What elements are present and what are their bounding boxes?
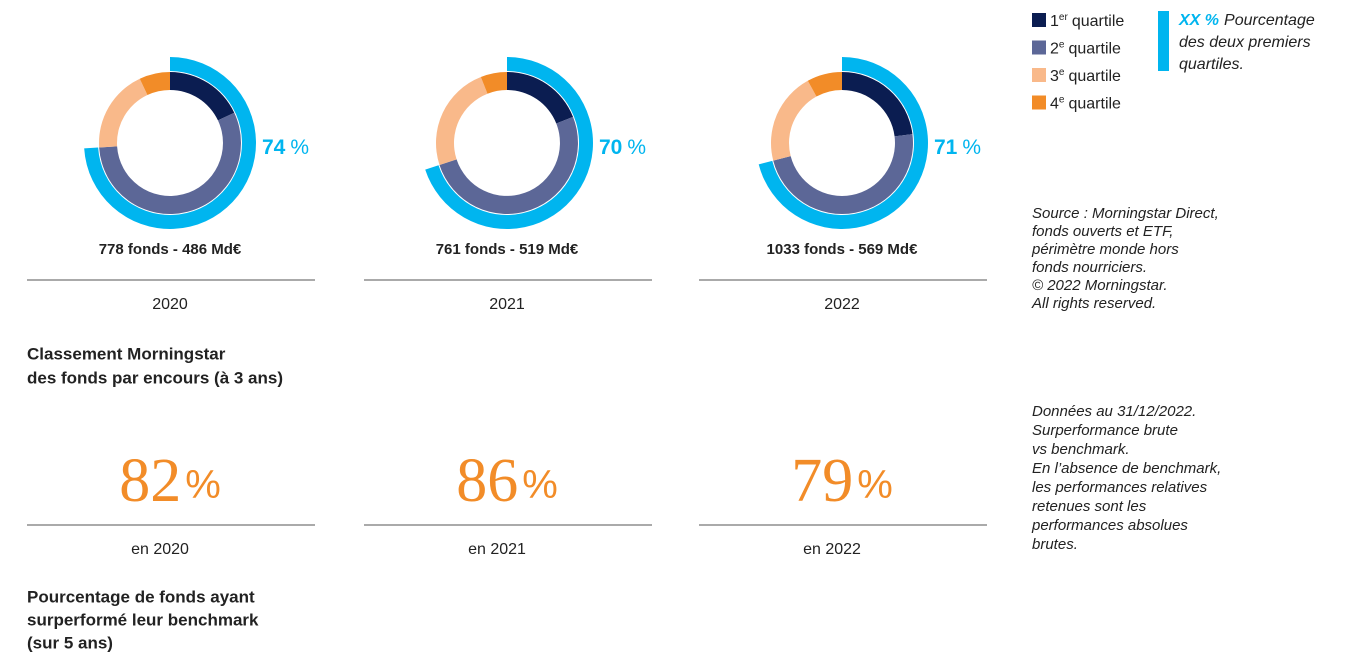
data-note: performances absolues [1031,517,1188,534]
highlight-legend-line: Pourcentage [1224,12,1315,29]
legend-text: quartile [1068,41,1121,58]
highlight-label: 74% [262,136,309,159]
legend-text: quartile [1068,96,1121,113]
legend-ordinal: 1 [1050,13,1059,30]
outperformance-unit: % [185,463,221,507]
donut-caption: 1033 fonds - 569 Md€ [767,241,919,258]
outperformance-figure: 79% [791,447,893,515]
quartile-segment [773,134,914,215]
section-title: (sur 5 ans) [27,633,113,652]
outperformance-unit: % [522,463,558,507]
quartile-segment [507,72,574,124]
donut-caption: 761 fonds - 519 Md€ [436,241,579,258]
outperformance-unit: % [857,463,893,507]
highlight-value: 74 [262,136,286,159]
legend-swatch [1032,68,1046,82]
donut-caption: 778 fonds - 486 Md€ [99,241,242,258]
year-label: 2021 [489,296,525,313]
quartile-segment [480,72,507,94]
source-note: All rights reserved. [1031,295,1156,312]
data-note: brutes. [1032,536,1078,553]
quartile-segment [98,78,148,148]
quartile-segment [770,80,817,161]
quartile-segment [170,72,235,121]
quartile-segment [99,112,242,215]
highlight-value: 71 [934,136,958,159]
legend-swatch [1032,13,1046,27]
quartile-segment [807,72,842,97]
data-note: les performances relatives [1032,479,1208,496]
highlight-legend-text: XX % Pourcentage [1178,12,1315,29]
legend-text: quartile [1068,68,1121,85]
year-label: en 2021 [468,541,526,558]
legend-swatch [1032,95,1046,110]
quartile-segment [842,72,913,137]
legend-suffix: er [1059,12,1069,23]
highlight-legend-line: quartiles. [1179,56,1244,73]
highlight-legend-line: des deux premiers [1179,34,1311,51]
year-label: 2020 [152,296,188,313]
data-note: En l’absence de benchmark, [1032,460,1221,477]
section-title: surperformé leur benchmark [27,610,259,629]
data-note: vs benchmark. [1032,441,1130,458]
source-note: fonds nourriciers. [1032,259,1147,276]
source-note: fonds ouverts et ETF, [1032,223,1173,240]
year-label: en 2020 [131,541,189,558]
legend-ordinal: 2 [1050,41,1059,58]
outperformance-figure: 86% [456,447,558,515]
highlight-legend-text: quartiles. [1179,56,1244,73]
source-note: Source : Morningstar Direct, [1032,205,1219,222]
quartile-segment [439,116,578,214]
legend-swatch [1032,40,1046,55]
highlight-legend-marker: XX % [1178,12,1219,29]
legend-suffix: e [1059,39,1065,50]
quartile-segment [139,72,170,96]
highlight-unit: % [627,136,646,159]
section-title: Classement Morningstar [27,344,226,363]
data-note: Données au 31/12/2022. [1032,403,1196,420]
highlight-unit: % [290,136,309,159]
outperformance-value: 79 [791,447,853,515]
highlight-label: 70% [599,136,646,159]
highlight-label: 71% [934,136,981,159]
legend-text: quartile [1072,13,1125,30]
highlight-legend-bar [1158,11,1169,71]
source-note: périmètre monde hors [1031,241,1179,258]
year-label: 2022 [824,296,860,313]
legend-label: 1er quartile [1050,12,1124,31]
highlight-unit: % [962,136,981,159]
outperformance-figure: 82% [119,447,221,515]
data-note: Surperformance brute [1032,422,1178,439]
year-label: en 2022 [803,541,861,558]
highlight-value: 70 [599,136,622,159]
source-note: © 2022 Morningstar. [1032,277,1168,294]
highlight-legend-text: des deux premiers [1179,34,1311,51]
legend-suffix: e [1059,94,1065,105]
section-title: des fonds par encours (à 3 ans) [27,368,283,387]
outperformance-value: 86 [456,447,518,515]
legend-suffix: e [1059,67,1065,78]
data-note: retenues sont les [1032,498,1147,515]
legend-label: 3e quartile [1050,67,1121,86]
legend-label: 2e quartile [1050,39,1121,58]
legend-ordinal: 4 [1050,96,1059,113]
legend-ordinal: 3 [1050,68,1059,85]
quartile-segment [435,76,488,165]
legend-label: 4e quartile [1050,94,1121,113]
outperformance-value: 82 [119,447,181,515]
section-title: Pourcentage de fonds ayant [27,587,255,606]
